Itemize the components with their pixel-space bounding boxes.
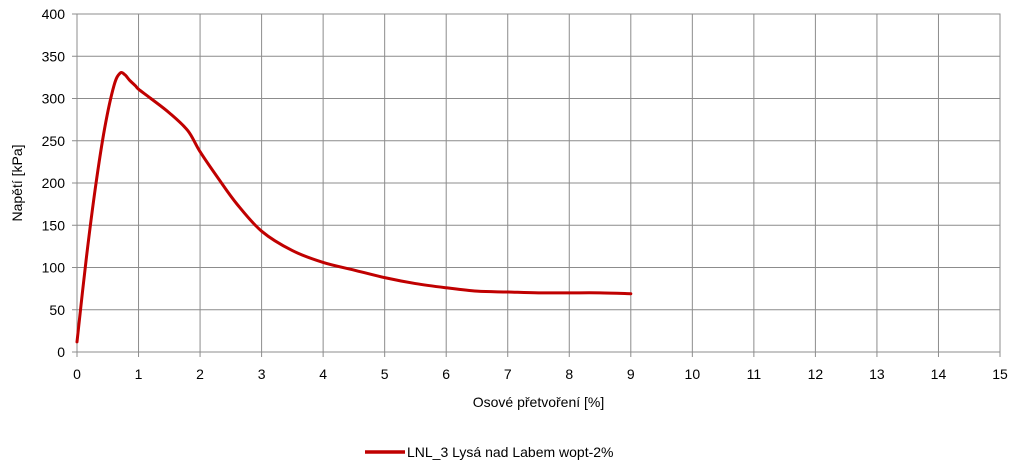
grid bbox=[72, 13, 1001, 357]
y-tick-label: 100 bbox=[42, 260, 66, 276]
x-tick-label: 5 bbox=[381, 366, 389, 382]
x-tick-label: 15 bbox=[992, 366, 1008, 382]
x-tick-label: 14 bbox=[931, 366, 947, 382]
x-tick-label: 3 bbox=[258, 366, 266, 382]
series-layer bbox=[75, 71, 633, 344]
legend-label: LNL_3 Lysá nad Labem wopt-2% bbox=[407, 444, 614, 460]
y-axis-title: Napětí [kPa] bbox=[9, 144, 25, 221]
y-tick-label: 150 bbox=[42, 217, 66, 233]
x-tick-label: 13 bbox=[869, 366, 885, 382]
plot-area-frame bbox=[76, 13, 1001, 353]
x-tick-label: 11 bbox=[747, 366, 762, 382]
y-tick-label: 350 bbox=[42, 48, 66, 64]
y-tick-label: 400 bbox=[42, 6, 66, 22]
x-tick-label: 10 bbox=[685, 366, 701, 382]
x-tick-label: 9 bbox=[627, 366, 635, 382]
y-axis-ticks: 0 50 100 150 200 250 300 350 400 bbox=[42, 6, 66, 360]
x-tick-label: 7 bbox=[504, 366, 512, 382]
legend: LNL_3 Lysá nad Labem wopt-2% bbox=[365, 444, 614, 460]
y-tick-label: 300 bbox=[42, 91, 66, 107]
x-tick-label: 12 bbox=[808, 366, 824, 382]
x-tick-label: 4 bbox=[319, 366, 327, 382]
x-axis-ticks: 0 1 2 3 4 5 6 7 8 9 10 11 12 13 14 15 bbox=[73, 366, 1008, 382]
x-tick-label: 6 bbox=[442, 366, 450, 382]
x-tick-label: 8 bbox=[565, 366, 573, 382]
y-tick-label: 50 bbox=[49, 302, 65, 318]
x-tick-label: 1 bbox=[135, 366, 143, 382]
x-axis-title: Osové přetvoření [%] bbox=[473, 394, 605, 410]
x-tick-label: 2 bbox=[196, 366, 204, 382]
y-tick-label: 200 bbox=[42, 175, 66, 191]
series-line bbox=[75, 71, 633, 344]
x-tick-label: 0 bbox=[73, 366, 81, 382]
y-tick-label: 250 bbox=[42, 133, 66, 149]
y-tick-label: 0 bbox=[57, 344, 65, 360]
